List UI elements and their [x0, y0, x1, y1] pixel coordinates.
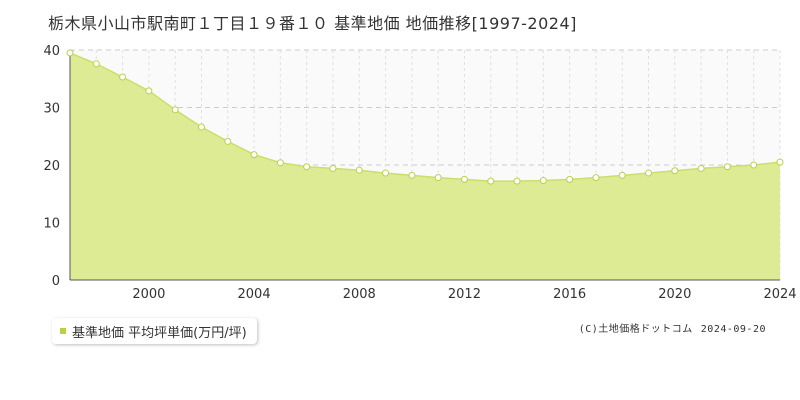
x-tick-label: 2024 [763, 287, 796, 300]
data-point [224, 137, 232, 145]
data-point [539, 177, 547, 185]
x-tick-label: 2020 [658, 287, 691, 300]
data-point [66, 49, 74, 57]
data-point [460, 175, 468, 183]
x-tick-label: 2004 [238, 287, 271, 300]
data-point [145, 87, 153, 95]
data-point [303, 163, 311, 171]
data-point [329, 164, 337, 172]
data-point [723, 163, 731, 171]
y-tick-label: 20 [43, 159, 60, 174]
data-point [750, 161, 758, 169]
x-tick-label: 2008 [343, 287, 376, 300]
data-point [566, 175, 574, 183]
data-point [513, 177, 521, 185]
data-point [592, 174, 600, 182]
data-point [645, 169, 653, 177]
data-point [382, 169, 390, 177]
credit-source: (C)土地価格ドットコム [578, 324, 693, 335]
credit: (C)土地価格ドットコム 2024-09-20 [579, 320, 766, 335]
legend-swatch [60, 328, 66, 334]
series-line [69, 52, 781, 182]
data-point [671, 167, 679, 175]
data-point [355, 166, 363, 174]
data-point [618, 171, 626, 179]
credit-date: 2024-09-20 [700, 324, 766, 335]
data-point [119, 73, 127, 81]
data-point [250, 151, 258, 159]
y-tick-label: 0 [52, 274, 60, 289]
data-point [197, 123, 205, 131]
legend-label: 基準地価 平均坪単価(万円/坪) [72, 325, 247, 341]
data-point [487, 177, 495, 185]
y-tick-label: 40 [43, 44, 60, 59]
data-point [92, 60, 100, 68]
y-tick-label: 30 [43, 102, 60, 117]
data-point [171, 106, 179, 114]
legend[interactable]: 基準地価 平均坪単価(万円/坪) [52, 318, 257, 344]
data-point [408, 171, 416, 179]
x-tick-label: 2012 [448, 287, 481, 300]
series-area [70, 52, 780, 281]
data-point [434, 174, 442, 182]
y-tick-label: 10 [43, 217, 60, 232]
land-price-chart: 0 10 20 30 40 2000 2004 2008 2012 2016 2020 2024 [43, 44, 796, 300]
data-point [276, 159, 284, 167]
data-point [697, 164, 705, 172]
x-tick-label: 2000 [132, 287, 165, 300]
chart-title: 栃木県小山市駅南町１丁目１９番１０ 基準地価 地価推移[1997-2024] [48, 14, 577, 33]
data-point [776, 158, 784, 166]
x-tick-label: 2016 [553, 287, 586, 300]
